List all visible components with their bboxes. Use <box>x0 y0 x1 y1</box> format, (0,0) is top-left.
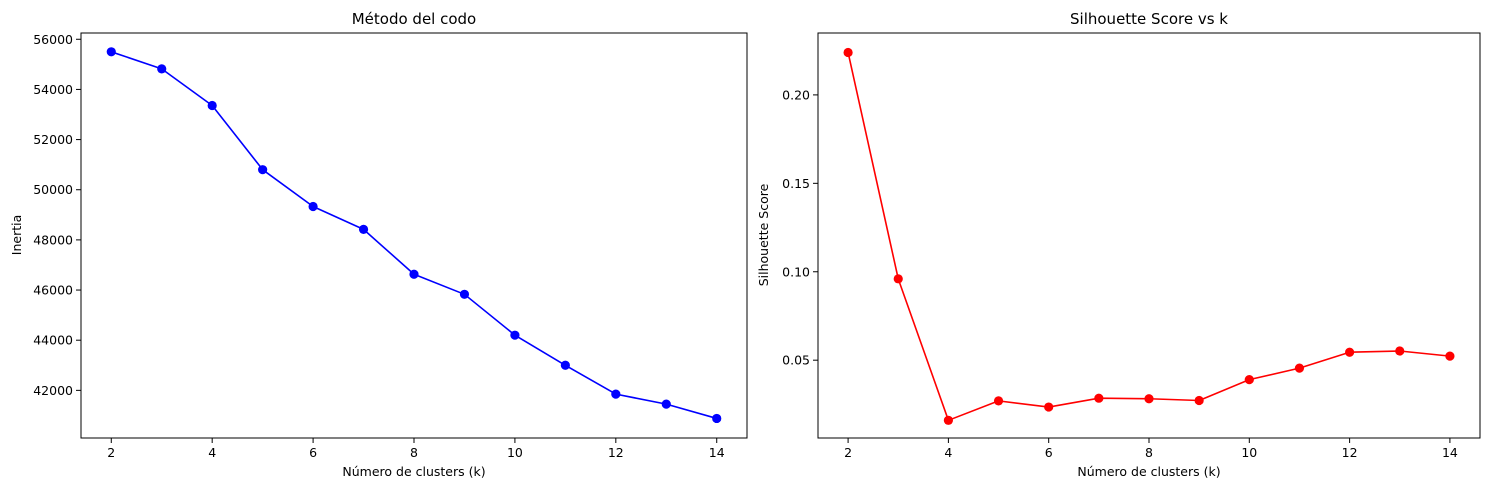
x-tick-label: 4 <box>208 445 216 460</box>
data-point <box>1194 395 1204 406</box>
x-tick-label: 14 <box>1442 445 1458 460</box>
data-point <box>106 47 116 57</box>
plot-frame <box>817 32 1481 439</box>
plot-frame <box>80 32 748 439</box>
y-tick-label: 42000 <box>33 383 73 398</box>
x-axis-label: Número de clusters (k) <box>342 464 485 479</box>
data-point <box>611 389 621 399</box>
data-point <box>661 399 671 409</box>
elbow-chart-panel: Método del codo Número de clusters (k) I… <box>9 10 748 479</box>
x-tick-label: 10 <box>507 445 523 460</box>
data-point <box>1345 347 1355 357</box>
y-axis-label: Inertia <box>9 215 24 255</box>
data-point <box>409 269 419 279</box>
series-line <box>111 51 717 420</box>
data-point <box>843 47 853 58</box>
series-line <box>847 52 1450 422</box>
data-point <box>358 224 369 234</box>
y-tick-label: 56000 <box>33 32 73 47</box>
data-point <box>207 100 217 111</box>
y-tick-label: 44000 <box>33 333 73 348</box>
x-tick-label: 2 <box>107 445 115 460</box>
y-tick-label: 52000 <box>33 132 73 147</box>
y-tick-label: 46000 <box>33 283 73 298</box>
data-point <box>943 415 953 425</box>
x-tick-label: 8 <box>410 445 418 460</box>
x-tick-label: 14 <box>709 445 725 460</box>
y-tick-label: 0.15 <box>782 176 810 191</box>
data-point <box>893 274 903 284</box>
y-tick-label: 0.20 <box>782 87 810 102</box>
data-point <box>1144 394 1154 404</box>
chart-title: Silhouette Score vs k <box>1070 10 1228 28</box>
data-point <box>1445 351 1455 361</box>
x-tick-label: 12 <box>608 445 624 460</box>
x-tick-label: 2 <box>844 445 852 460</box>
y-axis-label: Silhouette Score <box>756 183 771 286</box>
data-point <box>560 360 570 370</box>
data-point <box>157 64 167 74</box>
x-tick-label: 8 <box>1145 445 1153 460</box>
data-point <box>258 165 268 175</box>
x-tick-label: 6 <box>1045 445 1053 460</box>
x-axis-label: Número de clusters (k) <box>1077 464 1220 479</box>
y-tick-label: 48000 <box>33 232 73 247</box>
x-tick-label: 12 <box>1342 445 1358 460</box>
x-tick-label: 10 <box>1241 445 1257 460</box>
x-tick-label: 6 <box>309 445 317 460</box>
chart-title: Método del codo <box>352 10 477 28</box>
data-point <box>1294 363 1305 373</box>
silhouette-chart-panel: Silhouette Score vs k Número de clusters… <box>756 10 1481 479</box>
data-point <box>1044 402 1054 412</box>
data-point <box>712 413 722 424</box>
data-point <box>1244 375 1254 385</box>
data-point <box>308 201 318 212</box>
y-tick-label: 50000 <box>33 182 73 197</box>
x-tick-label: 4 <box>944 445 952 460</box>
data-point <box>993 396 1004 406</box>
y-tick-label: 0.10 <box>782 264 810 279</box>
y-tick-label: 0.05 <box>782 353 810 368</box>
data-point <box>459 289 470 299</box>
data-point <box>1395 346 1405 356</box>
data-point <box>510 330 520 340</box>
data-point <box>1094 393 1104 403</box>
y-tick-label: 54000 <box>33 82 73 97</box>
